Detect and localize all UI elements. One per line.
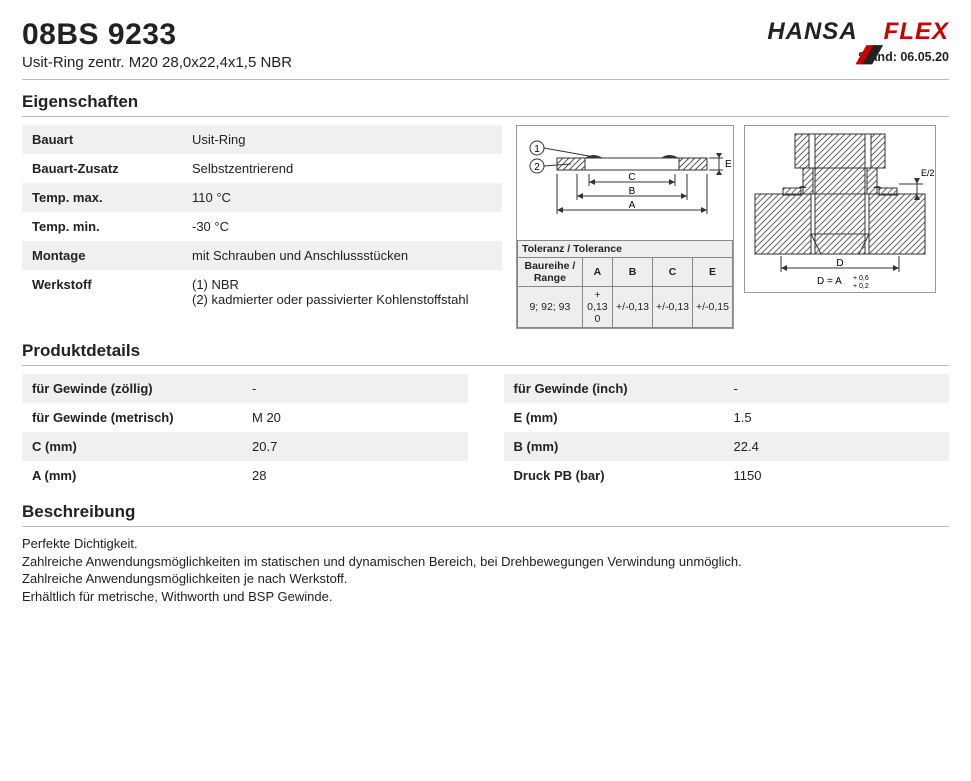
row-key: C (mm) — [22, 432, 242, 461]
row-value: Usit-Ring — [182, 125, 502, 154]
tolerance-val-a: + 0,13 0 — [582, 287, 612, 328]
diagrams: E 1 2 C B — [516, 125, 949, 329]
row-key: Werkstoff — [22, 270, 182, 314]
section-eigenschaften: Eigenschaften — [22, 92, 949, 117]
tolerance-val-c: +/-0,13 — [653, 287, 693, 328]
description-line: Zahlreiche Anwendungsmöglichkeiten im st… — [22, 553, 949, 571]
row-value: - — [242, 374, 468, 403]
tolerance-val-b: +/-0,13 — [613, 287, 653, 328]
diagram-callout-2: 2 — [534, 162, 540, 173]
row-key: für Gewinde (zöllig) — [22, 374, 242, 403]
description-line: Erhältlich für metrische, Withworth und … — [22, 588, 949, 606]
table-row: BauartUsit-Ring — [22, 125, 502, 154]
row-value: mit Schrauben und Anschlussstücken — [182, 241, 502, 270]
table-row: Werkstoff(1) NBR (2) kadmierter oder pas… — [22, 270, 502, 314]
header-left: 08BS 9233 Usit-Ring zentr. M20 28,0x22,4… — [22, 18, 292, 71]
eigenschaften-row: BauartUsit-RingBauart-ZusatzSelbstzentri… — [22, 125, 949, 329]
diagram-label-b: B — [629, 186, 636, 197]
row-value: 28 — [242, 461, 468, 490]
eigenschaften-table: BauartUsit-RingBauart-ZusatzSelbstzentri… — [22, 125, 502, 329]
diagram-label-d: D — [836, 258, 843, 269]
row-key: Montage — [22, 241, 182, 270]
row-value: 22.4 — [724, 432, 950, 461]
tolerance-range-header: Baureihe / Range — [518, 258, 583, 287]
table-row: Temp. min.-30 °C — [22, 212, 502, 241]
row-value: - — [724, 374, 950, 403]
produktdetails-grid: für Gewinde (zöllig)-für Gewinde (metris… — [22, 374, 949, 490]
brand-logo: HANSA▮▮FLEX — [767, 18, 949, 46]
description-line: Zahlreiche Anwendungsmöglichkeiten je na… — [22, 570, 949, 588]
row-key: E (mm) — [504, 403, 724, 432]
diagram-label-e: E — [725, 159, 732, 170]
product-code: 08BS 9233 — [22, 18, 292, 52]
table-row: Bauart-ZusatzSelbstzentrierend — [22, 154, 502, 183]
produktdetails-left: für Gewinde (zöllig)-für Gewinde (metris… — [22, 374, 468, 490]
table-row: Druck PB (bar)1150 — [504, 461, 950, 490]
diagram-label-c: C — [628, 172, 635, 183]
table-row: für Gewinde (metrisch)M 20 — [22, 403, 468, 432]
table-row: Temp. max.110 °C — [22, 183, 502, 212]
tolerance-title: Toleranz / Tolerance — [518, 241, 733, 258]
table-row: B (mm)22.4 — [504, 432, 950, 461]
header: 08BS 9233 Usit-Ring zentr. M20 28,0x22,4… — [22, 18, 949, 80]
row-value: M 20 — [242, 403, 468, 432]
row-value: Selbstzentrierend — [182, 154, 502, 183]
row-value: -30 °C — [182, 212, 502, 241]
tolerance-col-e: E — [693, 258, 733, 287]
section-beschreibung: Beschreibung — [22, 502, 949, 527]
table-row: Montagemit Schrauben und Anschlussstücke… — [22, 241, 502, 270]
table-row: E (mm)1.5 — [504, 403, 950, 432]
row-value: 20.7 — [242, 432, 468, 461]
row-key: A (mm) — [22, 461, 242, 490]
tolerance-table: Toleranz / Tolerance Baureihe / Range A … — [517, 240, 733, 328]
description-line: Perfekte Dichtigkeit. — [22, 535, 949, 553]
header-right: HANSA▮▮FLEX Stand: 06.05.20 — [767, 18, 949, 64]
beschreibung-text: Perfekte Dichtigkeit.Zahlreiche Anwendun… — [22, 535, 949, 605]
logo-hansa: HANSA — [767, 18, 857, 45]
row-key: Bauart-Zusatz — [22, 154, 182, 183]
tolerance-col-c: C — [653, 258, 693, 287]
diagram-cross-section: E 1 2 C B — [516, 125, 734, 329]
tolerance-val-e: +/-0,15 — [693, 287, 733, 328]
section-produktdetails: Produktdetails — [22, 341, 949, 366]
tolerance-range: 9; 92; 93 — [518, 287, 583, 328]
logo-flex: FLEX — [884, 18, 949, 45]
row-key: Temp. min. — [22, 212, 182, 241]
diagram-label-sup: + 0,6 — [853, 275, 869, 282]
row-key: für Gewinde (inch) — [504, 374, 724, 403]
product-subtitle: Usit-Ring zentr. M20 28,0x22,4x1,5 NBR — [22, 54, 292, 71]
diagram-callout-1: 1 — [534, 144, 540, 155]
row-key: für Gewinde (metrisch) — [22, 403, 242, 432]
row-value: 110 °C — [182, 183, 502, 212]
produktdetails-right: für Gewinde (inch)-E (mm)1.5B (mm)22.4Dr… — [504, 374, 950, 490]
row-value: 1150 — [724, 461, 950, 490]
table-row: A (mm)28 — [22, 461, 468, 490]
row-value: 1.5 — [724, 403, 950, 432]
row-key: Temp. max. — [22, 183, 182, 212]
diagram-label-sub: + 0,2 — [853, 283, 869, 290]
table-row: C (mm)20.7 — [22, 432, 468, 461]
table-row: für Gewinde (zöllig)- — [22, 374, 468, 403]
table-row: für Gewinde (inch)- — [504, 374, 950, 403]
diagram-label-e2: E/2 — [921, 168, 935, 178]
row-key: B (mm) — [504, 432, 724, 461]
row-key: Druck PB (bar) — [504, 461, 724, 490]
row-key: Bauart — [22, 125, 182, 154]
row-value: (1) NBR (2) kadmierter oder passivierter… — [182, 270, 502, 314]
diagram-label-a: A — [629, 200, 636, 211]
diagram-label-da: D = A — [817, 276, 842, 287]
diagram-assembly: E/2 D D = A + 0,6 + 0,2 — [744, 125, 936, 293]
tolerance-col-b: B — [613, 258, 653, 287]
tolerance-col-a: A — [582, 258, 612, 287]
